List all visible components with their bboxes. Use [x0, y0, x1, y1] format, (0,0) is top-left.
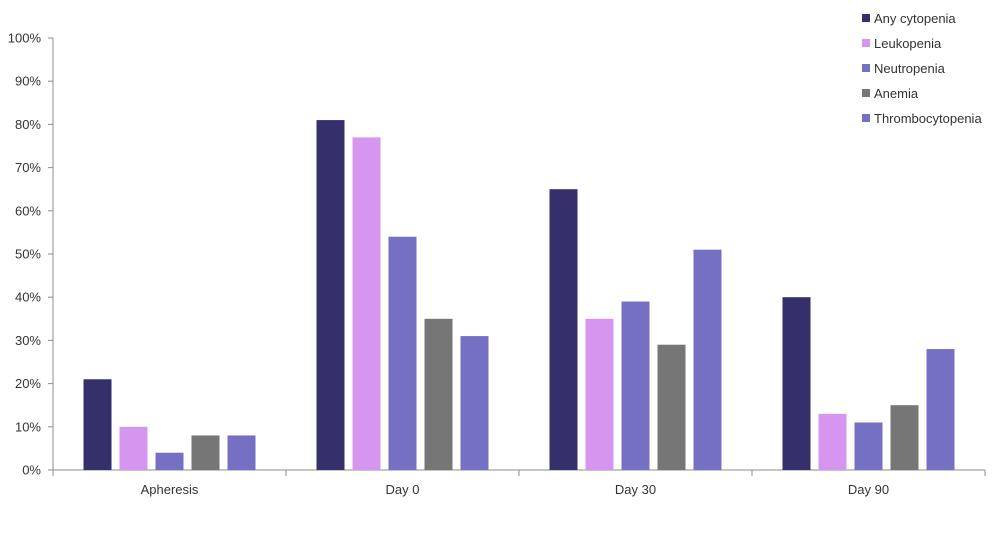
bar	[585, 318, 614, 470]
legend-label: Thrombocytopenia	[874, 111, 982, 126]
bar	[83, 379, 112, 470]
bar	[191, 435, 220, 470]
bar	[818, 413, 847, 470]
y-axis: 0% 10% 20% 30% 40% 50% 60% 70% 80% 90% 100%	[8, 31, 54, 478]
legend-label: Anemia	[874, 86, 919, 101]
bar	[316, 120, 345, 470]
y-tick-label: 100%	[8, 31, 42, 46]
bar	[388, 236, 417, 470]
legend-label: Any cytopenia	[874, 11, 956, 26]
bar	[854, 422, 883, 470]
bar	[352, 137, 381, 471]
x-tick-label: Day 30	[615, 482, 656, 497]
legend-swatch	[862, 14, 870, 22]
legend-swatch	[862, 64, 870, 72]
bar	[119, 426, 148, 470]
y-tick-label: 60%	[15, 203, 41, 218]
y-tick-label: 30%	[15, 333, 41, 348]
bar	[693, 249, 722, 470]
y-tick-label: 90%	[15, 74, 41, 89]
y-tick-label: 80%	[15, 117, 41, 132]
x-tick-label: Day 90	[848, 482, 889, 497]
legend-label: Leukopenia	[874, 36, 942, 51]
bar	[782, 297, 811, 470]
legend-swatch	[862, 89, 870, 97]
y-tick-label: 0%	[22, 463, 41, 478]
bar	[657, 344, 686, 470]
bar	[621, 301, 650, 470]
bar	[460, 336, 489, 470]
bar	[549, 189, 578, 470]
bar	[424, 318, 453, 470]
y-tick-label: 50%	[15, 247, 41, 262]
legend-swatch	[862, 39, 870, 47]
x-tick-label: Day 0	[386, 482, 420, 497]
y-tick-label: 10%	[15, 419, 41, 434]
legend: Any cytopenia Leukopenia Neutropenia Anemia…	[862, 11, 982, 126]
y-tick-label: 20%	[15, 376, 41, 391]
bar	[926, 349, 955, 470]
bar	[890, 405, 919, 470]
x-axis: Apheresis Day 0 Day 30 Day 90	[52, 469, 986, 497]
legend-swatch	[862, 114, 870, 122]
y-tick-label: 40%	[15, 290, 41, 305]
y-tick-label: 70%	[15, 160, 41, 175]
bar	[227, 435, 256, 470]
x-tick-label: Apheresis	[141, 482, 199, 497]
bars	[83, 120, 955, 471]
bar	[155, 452, 184, 470]
legend-label: Neutropenia	[874, 61, 946, 76]
